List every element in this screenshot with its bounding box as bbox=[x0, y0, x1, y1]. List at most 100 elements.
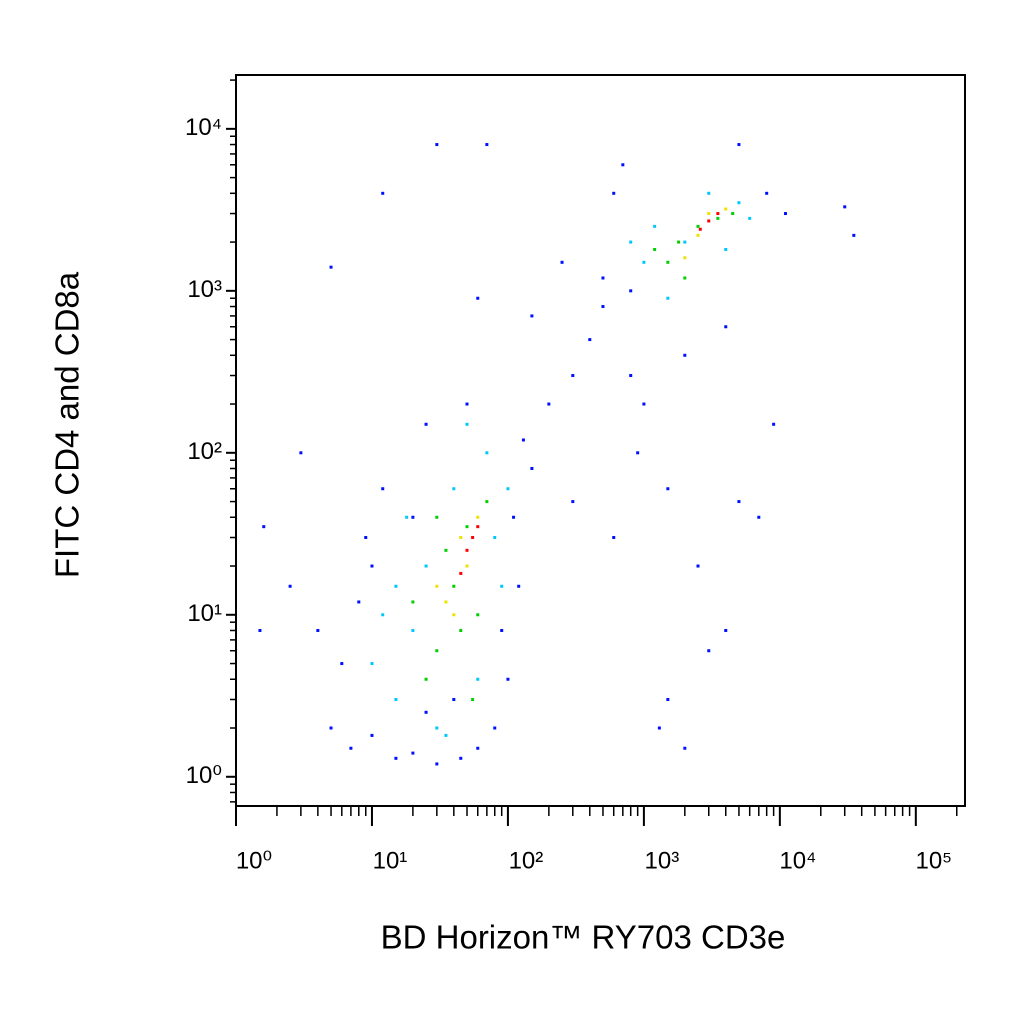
point bbox=[772, 422, 776, 426]
point bbox=[852, 233, 856, 237]
point bbox=[642, 402, 646, 406]
point bbox=[444, 733, 448, 737]
point bbox=[476, 515, 480, 519]
point bbox=[476, 613, 480, 617]
point bbox=[601, 305, 605, 309]
point bbox=[683, 353, 687, 357]
point bbox=[666, 260, 670, 264]
y-tick-label: 10² bbox=[187, 438, 222, 465]
point bbox=[435, 762, 439, 766]
point bbox=[716, 212, 720, 216]
x-tick-label: 10¹ bbox=[373, 847, 408, 874]
point bbox=[299, 451, 303, 455]
point bbox=[370, 564, 374, 568]
point bbox=[364, 536, 368, 540]
point bbox=[411, 515, 415, 519]
point bbox=[381, 487, 385, 491]
point bbox=[765, 191, 769, 195]
point bbox=[571, 500, 575, 504]
point bbox=[724, 247, 728, 251]
y-tick-label: 10⁰ bbox=[186, 762, 222, 789]
point bbox=[394, 697, 398, 701]
point bbox=[737, 201, 741, 205]
point bbox=[316, 628, 320, 632]
point bbox=[357, 600, 361, 604]
point bbox=[471, 536, 475, 540]
point bbox=[452, 487, 456, 491]
point bbox=[411, 600, 415, 604]
point bbox=[843, 205, 847, 209]
point bbox=[435, 143, 439, 147]
point bbox=[476, 677, 480, 681]
point bbox=[653, 224, 657, 228]
point bbox=[683, 746, 687, 750]
point bbox=[588, 338, 592, 342]
point bbox=[370, 662, 374, 666]
point bbox=[411, 628, 415, 632]
point bbox=[666, 296, 670, 300]
point bbox=[288, 584, 292, 588]
point bbox=[381, 613, 385, 617]
point bbox=[424, 710, 428, 714]
x-tick-label: 10⁴ bbox=[779, 847, 816, 874]
point bbox=[724, 628, 728, 632]
point bbox=[459, 628, 463, 632]
point bbox=[452, 584, 456, 588]
point bbox=[642, 260, 646, 264]
point bbox=[707, 212, 711, 216]
x-tick-label: 10³ bbox=[645, 847, 680, 874]
point bbox=[666, 487, 670, 491]
point bbox=[476, 746, 480, 750]
point bbox=[444, 600, 448, 604]
point bbox=[394, 756, 398, 760]
point bbox=[612, 191, 616, 195]
point bbox=[452, 613, 456, 617]
point bbox=[340, 662, 344, 666]
y-tick-label: 10¹ bbox=[187, 600, 222, 627]
point bbox=[329, 265, 333, 269]
point bbox=[737, 500, 741, 504]
point bbox=[783, 212, 787, 216]
point bbox=[629, 374, 633, 378]
point bbox=[737, 143, 741, 147]
point bbox=[476, 296, 480, 300]
point bbox=[435, 649, 439, 653]
point bbox=[459, 536, 463, 540]
point bbox=[465, 402, 469, 406]
point bbox=[724, 325, 728, 329]
point bbox=[517, 584, 521, 588]
point bbox=[424, 677, 428, 681]
x-tick-label: 10⁰ bbox=[236, 847, 272, 874]
point bbox=[629, 289, 633, 293]
point bbox=[459, 571, 463, 575]
point bbox=[683, 240, 687, 244]
point bbox=[485, 500, 489, 504]
point bbox=[459, 756, 463, 760]
y-tick-label: 10⁴ bbox=[185, 114, 222, 141]
x-tick-label: 10⁵ bbox=[915, 847, 952, 874]
point bbox=[696, 233, 700, 237]
point bbox=[405, 515, 409, 519]
point bbox=[506, 677, 510, 681]
point bbox=[485, 451, 489, 455]
point bbox=[465, 564, 469, 568]
point bbox=[465, 548, 469, 552]
point bbox=[571, 374, 575, 378]
point bbox=[683, 256, 687, 260]
point bbox=[724, 207, 728, 211]
point bbox=[500, 584, 504, 588]
point bbox=[683, 276, 687, 280]
point bbox=[707, 219, 711, 223]
point bbox=[677, 240, 681, 244]
y-axis-title: FITC CD4 and CD8a bbox=[49, 271, 86, 578]
point bbox=[435, 584, 439, 588]
point bbox=[424, 422, 428, 426]
point bbox=[381, 191, 385, 195]
point bbox=[394, 584, 398, 588]
point bbox=[530, 314, 534, 318]
point bbox=[424, 564, 428, 568]
point bbox=[696, 564, 700, 568]
point bbox=[653, 247, 657, 251]
